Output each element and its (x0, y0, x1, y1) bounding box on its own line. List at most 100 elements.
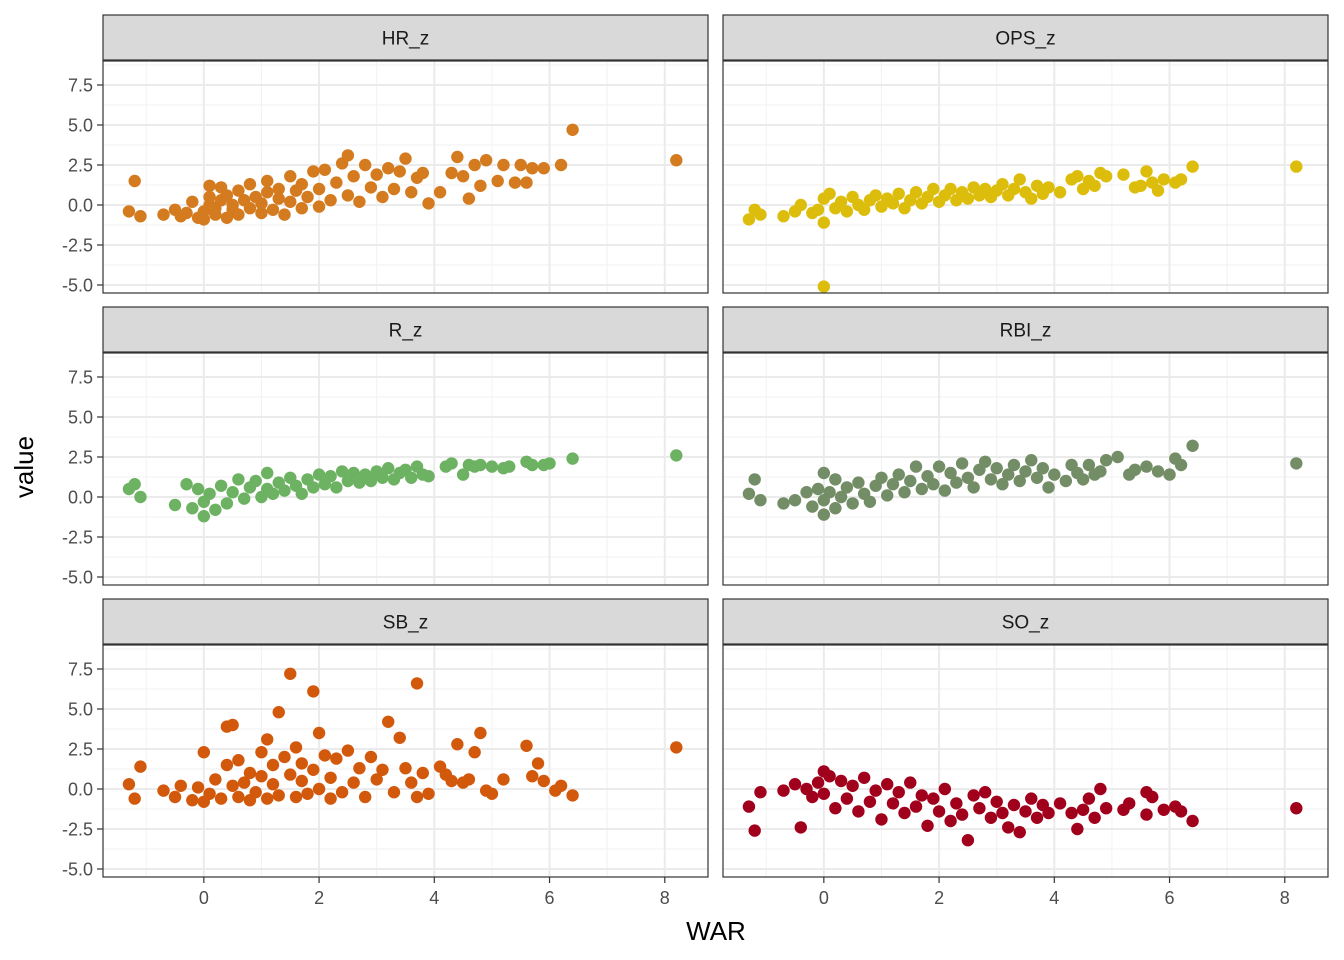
scatter-point (261, 792, 274, 805)
scatter-point (1157, 173, 1170, 186)
scatter-point (353, 195, 366, 208)
scatter-point (1030, 471, 1044, 484)
scatter-point (754, 786, 767, 799)
scatter-point (1094, 782, 1107, 796)
scatter-point (307, 481, 320, 494)
scatter-point (364, 750, 378, 764)
scatter-point (777, 784, 790, 797)
y-tick-label: 5.0 (68, 408, 93, 428)
scatter-point (984, 473, 998, 486)
panel-background (103, 645, 708, 877)
scatter-point (180, 478, 193, 491)
scatter-point (543, 457, 556, 470)
scatter-point (817, 508, 831, 521)
scatter-point (266, 758, 280, 772)
scatter-point (376, 471, 389, 484)
y-tick-label: 0.0 (68, 780, 93, 800)
facet-panel-hr-z: HR_z (102, 14, 709, 294)
scatter-point (1140, 808, 1153, 821)
scatter-point (817, 787, 831, 800)
scatter-point (777, 210, 790, 223)
scatter-point (1059, 474, 1073, 488)
scatter-point (261, 466, 274, 480)
scatter-point (950, 797, 963, 810)
scatter-point (226, 486, 239, 499)
scatter-point (1099, 802, 1113, 815)
facet-strip-label: R_z (389, 321, 423, 342)
scatter-point (823, 187, 836, 200)
scatter-point (220, 758, 234, 772)
scatter-point (938, 484, 952, 497)
scatter-point (1019, 805, 1032, 818)
x-tick-label: 4 (1049, 888, 1059, 908)
y-tick-label: 0.0 (68, 488, 93, 508)
panel-border (102, 352, 709, 586)
scatter-point (382, 462, 395, 475)
scatter-point (405, 471, 418, 484)
scatter-point (863, 795, 877, 808)
scatter-point (1140, 460, 1153, 473)
scatter-point (474, 458, 487, 472)
scatter-point (537, 162, 550, 175)
scatter-point (341, 149, 355, 162)
scatter-point (312, 468, 326, 481)
scatter-point (811, 482, 825, 496)
scatter-point (387, 182, 401, 196)
scatter-point (996, 178, 1009, 191)
scatter-point (255, 770, 268, 783)
scatter-point (416, 166, 429, 180)
scatter-point (1036, 462, 1049, 475)
y-tick-label: 2.5 (68, 448, 93, 468)
scatter-point (944, 182, 957, 196)
scatter-point (938, 782, 952, 796)
scatter-point (1025, 192, 1038, 205)
scatter-point (754, 494, 767, 507)
scatter-point (526, 162, 539, 175)
scatter-point (1030, 811, 1044, 824)
scatter-point (214, 479, 228, 492)
scatter-point (508, 176, 522, 189)
scatter-point (203, 787, 216, 800)
scatter-point (382, 162, 395, 175)
scatter-point (840, 481, 854, 494)
scatter-point (197, 746, 211, 759)
scatter-point (754, 208, 767, 221)
scatter-point (1174, 805, 1188, 818)
scatter-point (128, 174, 141, 188)
scatter-point (1099, 170, 1113, 183)
scatter-point (335, 465, 349, 478)
scatter-point (134, 210, 147, 223)
scatter-points (742, 765, 1303, 847)
scatter-point (967, 789, 980, 802)
scatter-point (433, 186, 447, 199)
scatter-point (932, 805, 946, 818)
scatter-point (456, 170, 470, 183)
scatter-point (376, 763, 389, 776)
scatter-point (330, 176, 343, 189)
scatter-point (1071, 170, 1084, 183)
scatter-point (817, 216, 831, 229)
x-tick-label: 0 (819, 888, 829, 908)
scatter-point (520, 739, 533, 752)
scatter-point (846, 497, 859, 510)
scatter-point (927, 478, 940, 491)
scatter-point (318, 749, 332, 762)
scatter-point (278, 750, 291, 764)
scatter-point (806, 500, 819, 513)
scatter-point (353, 762, 366, 775)
scatter-point (834, 774, 848, 788)
scatter-point (220, 189, 234, 202)
scatter-point (387, 786, 401, 799)
scatter-point (742, 800, 756, 813)
scatter-point (1053, 186, 1067, 199)
facet-strip-label: OPS_z (995, 29, 1055, 50)
scatter-point (904, 474, 917, 488)
scatter-point (1186, 439, 1199, 452)
scatter-point (128, 478, 141, 491)
scatter-point (226, 198, 239, 212)
scatter-point (817, 280, 831, 293)
y-tick-label: 2.5 (68, 740, 93, 760)
scatter-point (330, 752, 343, 765)
scatter-point (295, 178, 308, 191)
